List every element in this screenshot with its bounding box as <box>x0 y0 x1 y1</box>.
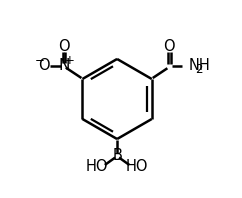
Text: O: O <box>58 39 70 54</box>
Text: B: B <box>112 148 122 163</box>
Text: HO: HO <box>126 159 148 174</box>
Text: 2: 2 <box>195 63 202 76</box>
Text: HO: HO <box>86 159 108 174</box>
Text: N: N <box>58 58 70 73</box>
Text: −: − <box>35 54 45 67</box>
Text: O: O <box>38 58 50 73</box>
Text: +: + <box>64 54 74 67</box>
Text: NH: NH <box>189 58 211 73</box>
Text: O: O <box>164 39 175 54</box>
